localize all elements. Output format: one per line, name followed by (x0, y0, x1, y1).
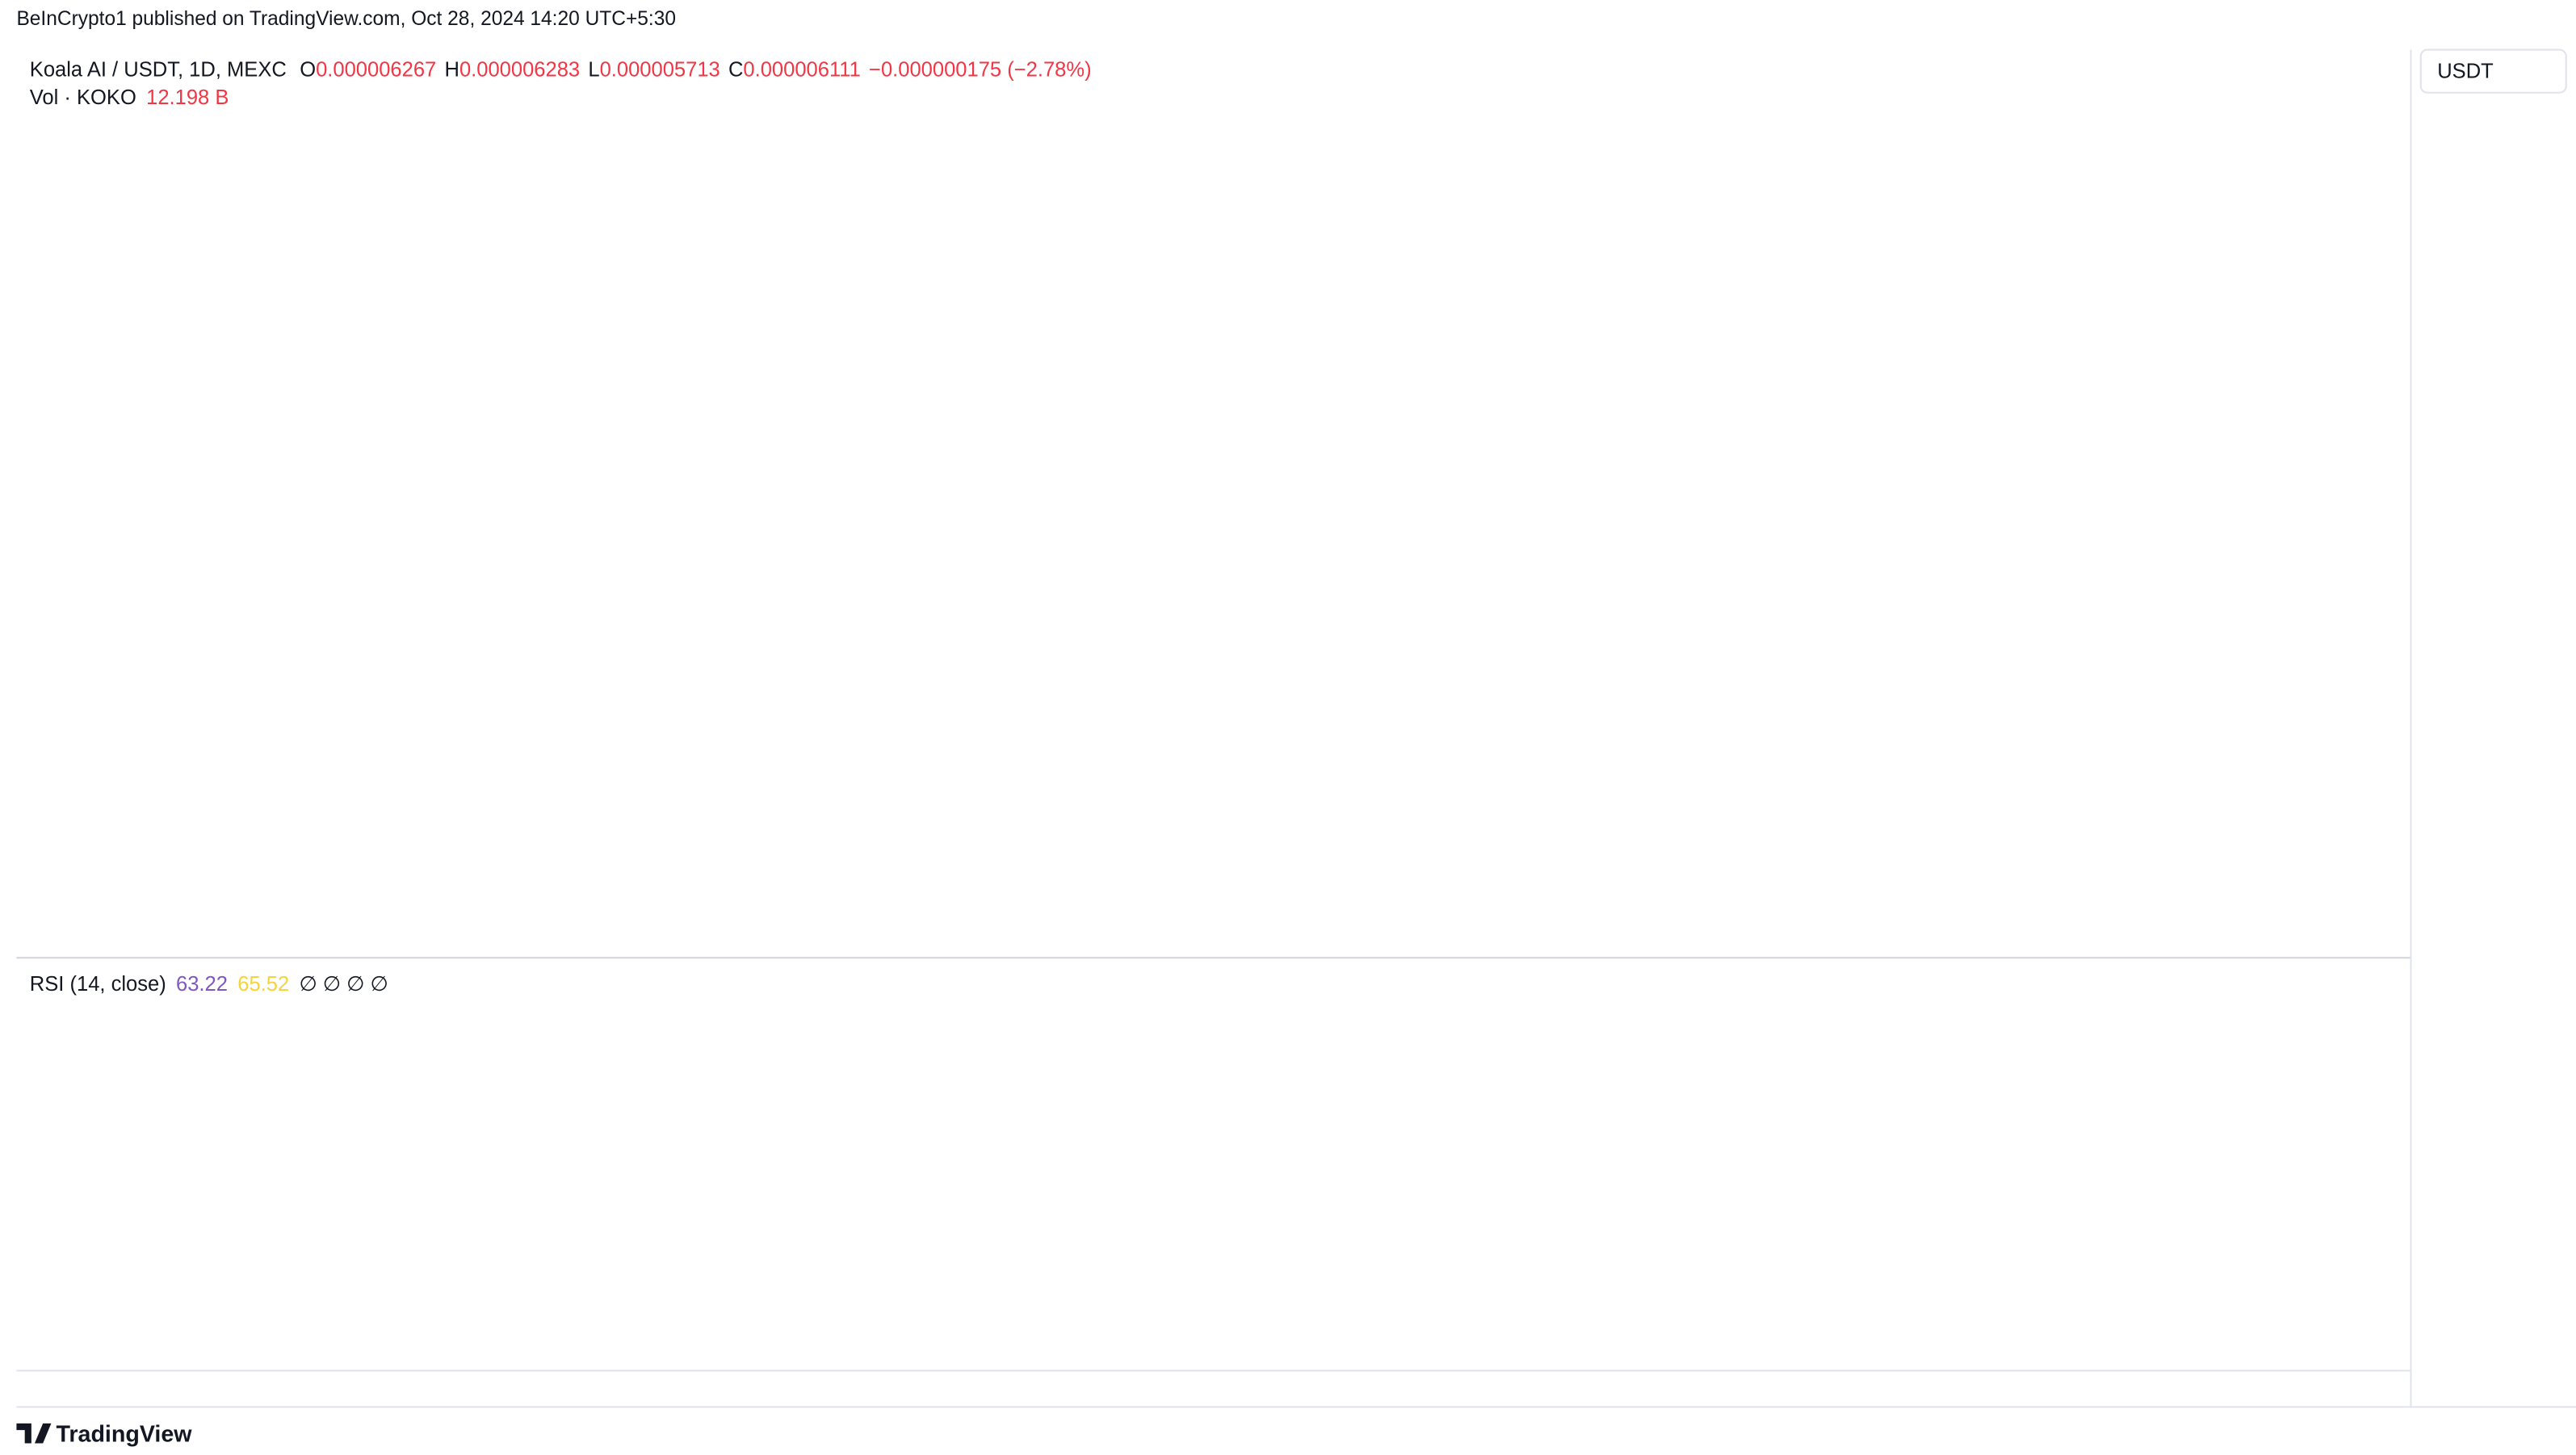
logo: TradingView (16, 1421, 192, 1447)
close-key: C (728, 58, 743, 81)
symbol: Koala AI / USDT, 1D, MEXC (30, 58, 287, 81)
logo-text: TradingView (57, 1421, 193, 1447)
open-value: 0.000006267 (316, 58, 436, 81)
volume-name: Vol · KOKO (30, 86, 136, 109)
close-value: 0.000006111 (743, 58, 860, 81)
legend-ohlc: Koala AI / USDT, 1D, MEXC O0.000006267 H0.… (30, 58, 1092, 81)
volume-value: 12.198 B (146, 86, 229, 109)
open-key: O (300, 58, 316, 81)
published-line: BeInCrypto1 published on TradingView.com… (16, 8, 676, 30)
rsi-value: 63.22 (176, 973, 228, 996)
rsi-legend: RSI (14, close) 63.22 65.52 ∅ ∅ ∅ ∅ (30, 973, 388, 996)
currency-button[interactable] (2419, 48, 2567, 94)
currency-label[interactable]: USDT (2437, 60, 2494, 82)
rsi-name: RSI (14, close) (30, 973, 166, 996)
high-value: 0.000006283 (459, 58, 580, 81)
change: −0.000000175 (−2.78%) (869, 58, 1092, 81)
volume-legend: Vol · KOKO 12.198 B (30, 86, 229, 109)
rsi-ma-value: 65.52 (237, 973, 289, 996)
low-value: 0.000005713 (600, 58, 720, 81)
low-key: L (588, 58, 599, 81)
rsi-symbols: ∅ ∅ ∅ ∅ (299, 973, 388, 996)
high-key: H (444, 58, 459, 81)
logo-icon (16, 1423, 52, 1444)
